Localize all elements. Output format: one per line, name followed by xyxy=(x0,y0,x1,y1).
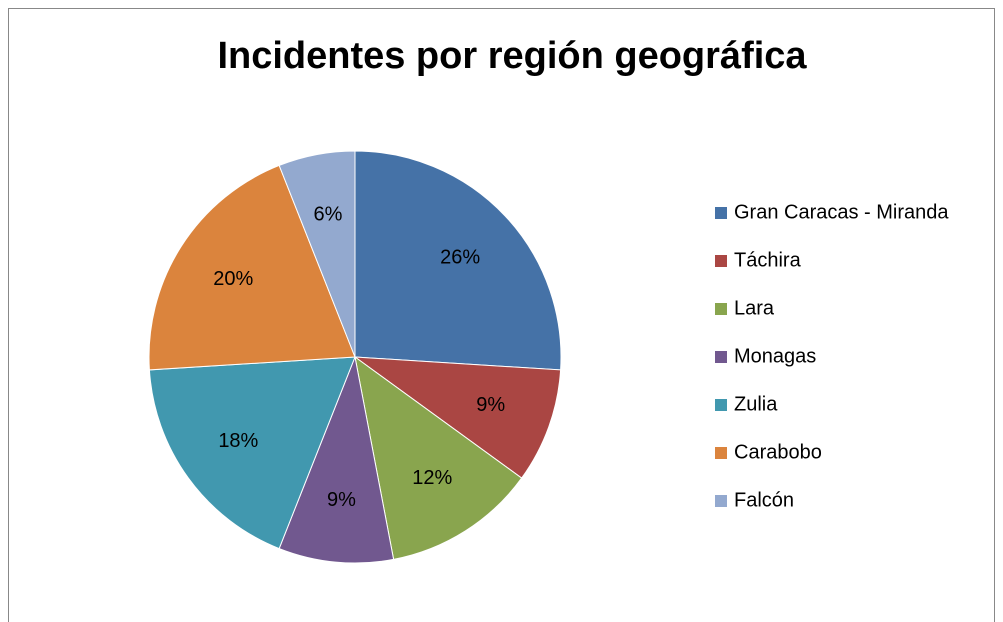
legend-label: Carabobo xyxy=(734,441,822,463)
pie-slice xyxy=(148,164,356,371)
legend-swatch xyxy=(715,207,727,219)
legend-swatch xyxy=(715,351,727,363)
pie-slice xyxy=(278,150,356,358)
pie-slice xyxy=(354,355,523,560)
chart-title: Incidentes por región geográfica xyxy=(217,35,807,77)
data-label: 9% xyxy=(327,489,356,511)
data-label: 26% xyxy=(440,247,480,269)
data-label: 9% xyxy=(476,394,505,416)
pie-slice xyxy=(353,356,562,479)
legend-swatch xyxy=(715,303,727,315)
legend-swatch xyxy=(715,495,727,507)
pie-slice xyxy=(354,150,562,371)
legend-label: Gran Caracas - Miranda xyxy=(734,201,949,223)
pie-slice xyxy=(278,355,395,564)
data-label: 20% xyxy=(213,268,253,290)
legend-swatch xyxy=(715,399,727,411)
data-label: 6% xyxy=(314,204,343,226)
legend-label: Monagas xyxy=(734,345,816,367)
data-label: 12% xyxy=(412,467,452,489)
pie-slice xyxy=(148,356,356,550)
legend-label: Zulia xyxy=(734,393,778,415)
legend-label: Táchira xyxy=(734,249,802,271)
legend-swatch xyxy=(715,447,727,459)
legend-label: Lara xyxy=(734,297,775,319)
legend-label: Falcón xyxy=(734,489,794,511)
data-label: 18% xyxy=(218,430,258,452)
legend-swatch xyxy=(715,255,727,267)
